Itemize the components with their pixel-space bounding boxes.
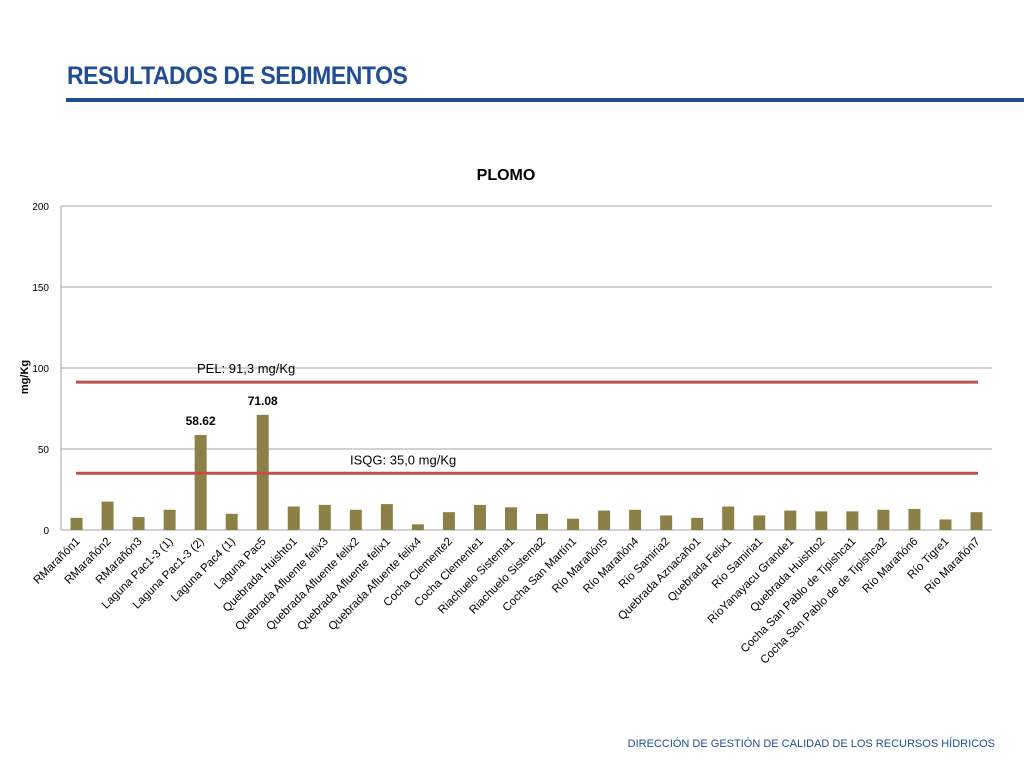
bar [349,509,362,530]
bar [194,435,207,530]
bars [70,414,983,530]
bar [753,515,766,530]
bar [536,513,549,530]
chart-title: PLOMO [477,167,536,184]
x-tick-label: Río Marañón7 [923,536,983,596]
bar [784,510,797,530]
y-tick-label: 50 [38,445,50,456]
data-labels: 58.62 71.08 [186,394,278,428]
y-tick-label: 200 [32,202,49,213]
bar [70,517,83,530]
x-tick-label: Cocha San Pablo de Tipishca1 [739,536,859,656]
bar [411,524,424,530]
bar [877,509,890,530]
bar [504,507,517,530]
bar [567,518,580,530]
bar [939,519,952,530]
reference-lines: PEL: 91,3 mg/Kg ISQG: 35,0 mg/Kg [76,361,978,475]
bar [101,501,114,530]
bar [598,510,611,530]
bar [380,504,393,530]
slide-title: RESULTADOS DE SEDIMENTOS [67,62,408,90]
x-tick-label: Río Marañón6 [861,536,921,596]
bar [163,509,176,530]
grid-lines [60,205,992,531]
bar [442,512,455,530]
bar [629,509,642,530]
title-divider [66,98,1024,102]
bar [318,504,331,530]
bar [660,515,673,530]
bar [132,517,145,530]
data-label: 71.08 [248,394,278,408]
bar [970,512,983,530]
bar [225,513,238,530]
y-tick-label: 150 [32,283,49,294]
bar [473,504,486,530]
footer-text: DIRECCIÓN DE GESTIÓN DE CALIDAD DE LOS R… [627,738,995,750]
bar [846,511,859,530]
y-tick-labels: 0 50 100 150 200 [32,202,49,537]
y-axis-label: mg/Kg [19,360,31,394]
x-tick-label: Río Marañón5 [550,536,610,596]
bar [287,506,300,530]
bar [691,517,704,530]
reference-line-label: ISQG: 35,0 mg/Kg [350,452,456,467]
y-tick-label: 100 [32,364,49,375]
reference-line-label: PEL: 91,3 mg/Kg [197,361,295,376]
data-label: 58.62 [186,414,216,428]
y-tick-label: 0 [43,526,49,537]
bar [908,508,921,530]
x-tick-label: Río Marañón4 [581,535,641,595]
bar [815,511,828,530]
bar [722,506,735,530]
